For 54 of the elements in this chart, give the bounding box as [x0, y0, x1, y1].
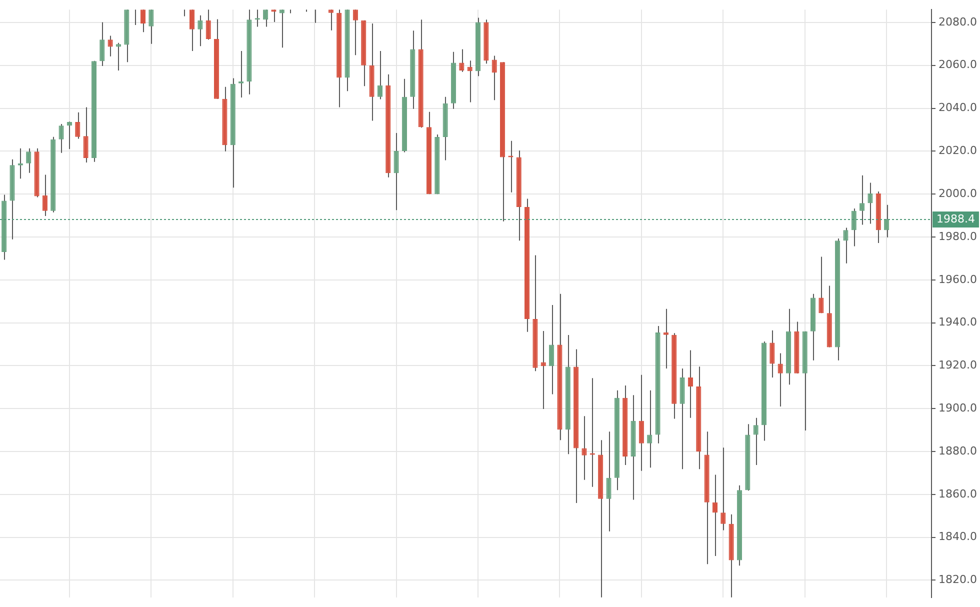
candlestick — [75, 112, 80, 140]
y-tick-label: 2040.0 — [938, 101, 978, 114]
candlestick — [198, 14, 203, 47]
candlestick — [549, 304, 554, 395]
candlestick — [140, 9, 146, 33]
y-tick-label: 2060.0 — [938, 58, 978, 72]
y-tick-label: 1980.0 — [938, 230, 978, 243]
candlestick — [770, 330, 775, 378]
candlestick — [884, 204, 890, 238]
y-tick-label: 1820.0 — [938, 573, 978, 586]
y-tick-label: 1840.0 — [938, 530, 978, 544]
candlestick — [279, 9, 284, 48]
candlestick — [26, 148, 32, 174]
y-tick-label: 1900.0 — [938, 401, 978, 414]
candlestick — [148, 9, 154, 44]
candlestick — [647, 390, 652, 468]
candlestick — [459, 48, 464, 72]
candlestick — [688, 350, 693, 418]
ref-line-label: 1988.4 — [936, 212, 976, 226]
candlestick — [778, 352, 783, 407]
candlestick — [720, 447, 726, 531]
candlestick — [860, 174, 865, 226]
candlestick — [868, 182, 873, 224]
candlestick — [638, 374, 644, 472]
candlestick — [377, 50, 382, 100]
y-tick-label: 1940.0 — [938, 316, 978, 329]
candlestick — [394, 132, 399, 211]
candlestick — [328, 9, 334, 31]
y-tick-label: 1860.0 — [938, 487, 978, 500]
candlestick — [108, 35, 113, 57]
y-tick-label: 1880.0 — [938, 444, 978, 458]
candlestick — [66, 121, 72, 150]
candlestick — [663, 308, 668, 369]
y-tick-label: 2000.0 — [938, 186, 978, 200]
y-tick-label: 2080.0 — [938, 15, 978, 28]
candlestick — [851, 208, 856, 247]
candlestick — [42, 174, 48, 216]
y-tick-label: 1960.0 — [938, 272, 978, 286]
candlestick — [58, 123, 64, 154]
candlestick — [352, 9, 358, 56]
y-tick-label: 1920.0 — [938, 358, 978, 372]
candlestick — [582, 416, 587, 480]
candlestick — [753, 417, 758, 466]
candlestick — [83, 106, 88, 164]
candlestick — [189, 9, 195, 52]
candlestick — [206, 9, 211, 40]
candlestick — [606, 431, 612, 532]
candlestick — [100, 22, 105, 67]
candlestick — [263, 9, 268, 28]
candlestick — [843, 227, 848, 264]
candlestick — [712, 474, 718, 556]
y-tick-label: 2020.0 — [938, 144, 978, 158]
candlestick — [818, 256, 824, 314]
candlestick — [492, 55, 497, 101]
